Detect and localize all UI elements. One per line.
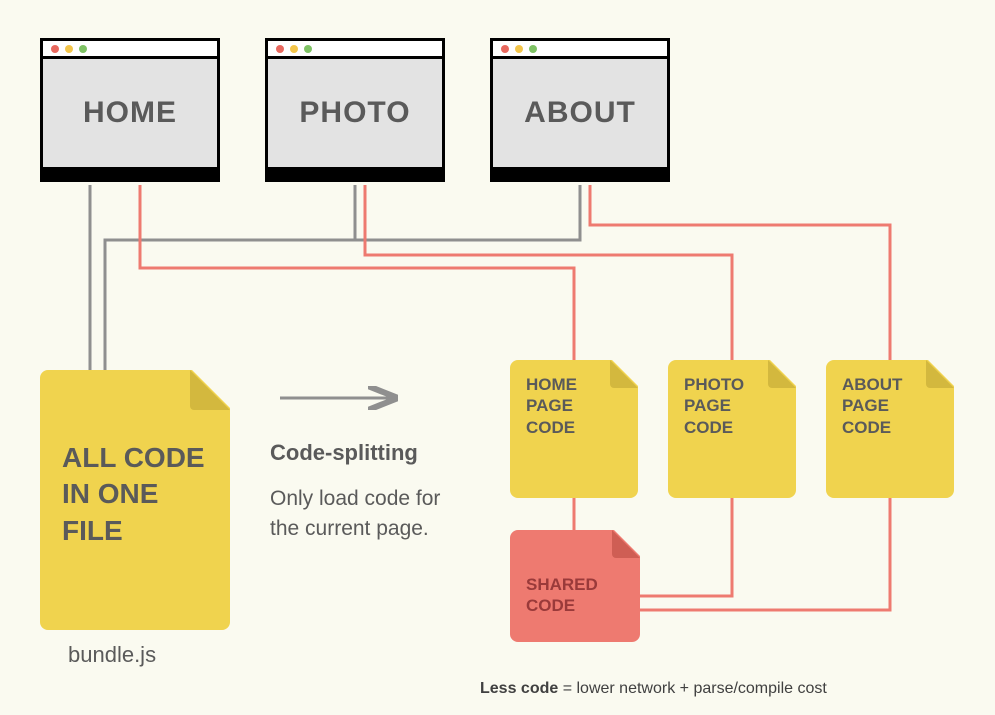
- annotation-block: Code-splitting Only load code for the cu…: [270, 440, 470, 545]
- bundle-caption: bundle.js: [68, 642, 156, 668]
- browser-window-photo: PHOTO: [265, 38, 445, 182]
- browser-footer-bar: [268, 167, 442, 179]
- browser-chrome: [43, 41, 217, 59]
- browser-label: ABOUT: [524, 96, 636, 130]
- window-dot-red-icon: [276, 45, 284, 53]
- browser-label: PHOTO: [299, 96, 410, 130]
- footnote-rest: = lower network + parse/compile cost: [558, 680, 827, 697]
- browser-window-home: HOME: [40, 38, 220, 182]
- browser-footer-bar: [493, 167, 667, 179]
- file-label: PHOTO PAGE CODE: [684, 374, 780, 438]
- file-home-page-code: HOME PAGE CODE: [510, 360, 638, 498]
- annotation-subtext: Only load code for the current page.: [270, 484, 470, 545]
- file-bundle: ALL CODE IN ONE FILE: [40, 370, 230, 630]
- footnote-bold: Less code: [480, 680, 558, 697]
- window-dot-yellow-icon: [515, 45, 523, 53]
- window-dot-red-icon: [501, 45, 509, 53]
- file-label: ALL CODE IN ONE FILE: [62, 440, 210, 549]
- diagram-stage: HOME PHOTO ABOUT ALL CODE IN ONE FILE bu…: [0, 0, 995, 715]
- browser-chrome: [268, 41, 442, 59]
- file-photo-page-code: PHOTO PAGE CODE: [668, 360, 796, 498]
- window-dot-yellow-icon: [65, 45, 73, 53]
- browser-chrome: [493, 41, 667, 59]
- window-dot-green-icon: [304, 45, 312, 53]
- browser-label: HOME: [83, 96, 177, 130]
- footnote: Less code = lower network + parse/compil…: [480, 680, 827, 698]
- file-shared-code: SHARED CODE: [510, 530, 640, 642]
- file-label: HOME PAGE CODE: [526, 374, 622, 438]
- window-dot-red-icon: [51, 45, 59, 53]
- file-about-page-code: ABOUT PAGE CODE: [826, 360, 954, 498]
- file-label: ABOUT PAGE CODE: [842, 374, 938, 438]
- annotation-heading: Code-splitting: [270, 440, 470, 466]
- file-label: SHARED CODE: [526, 544, 624, 617]
- window-dot-green-icon: [79, 45, 87, 53]
- browser-window-about: ABOUT: [490, 38, 670, 182]
- browser-footer-bar: [43, 167, 217, 179]
- window-dot-yellow-icon: [290, 45, 298, 53]
- window-dot-green-icon: [529, 45, 537, 53]
